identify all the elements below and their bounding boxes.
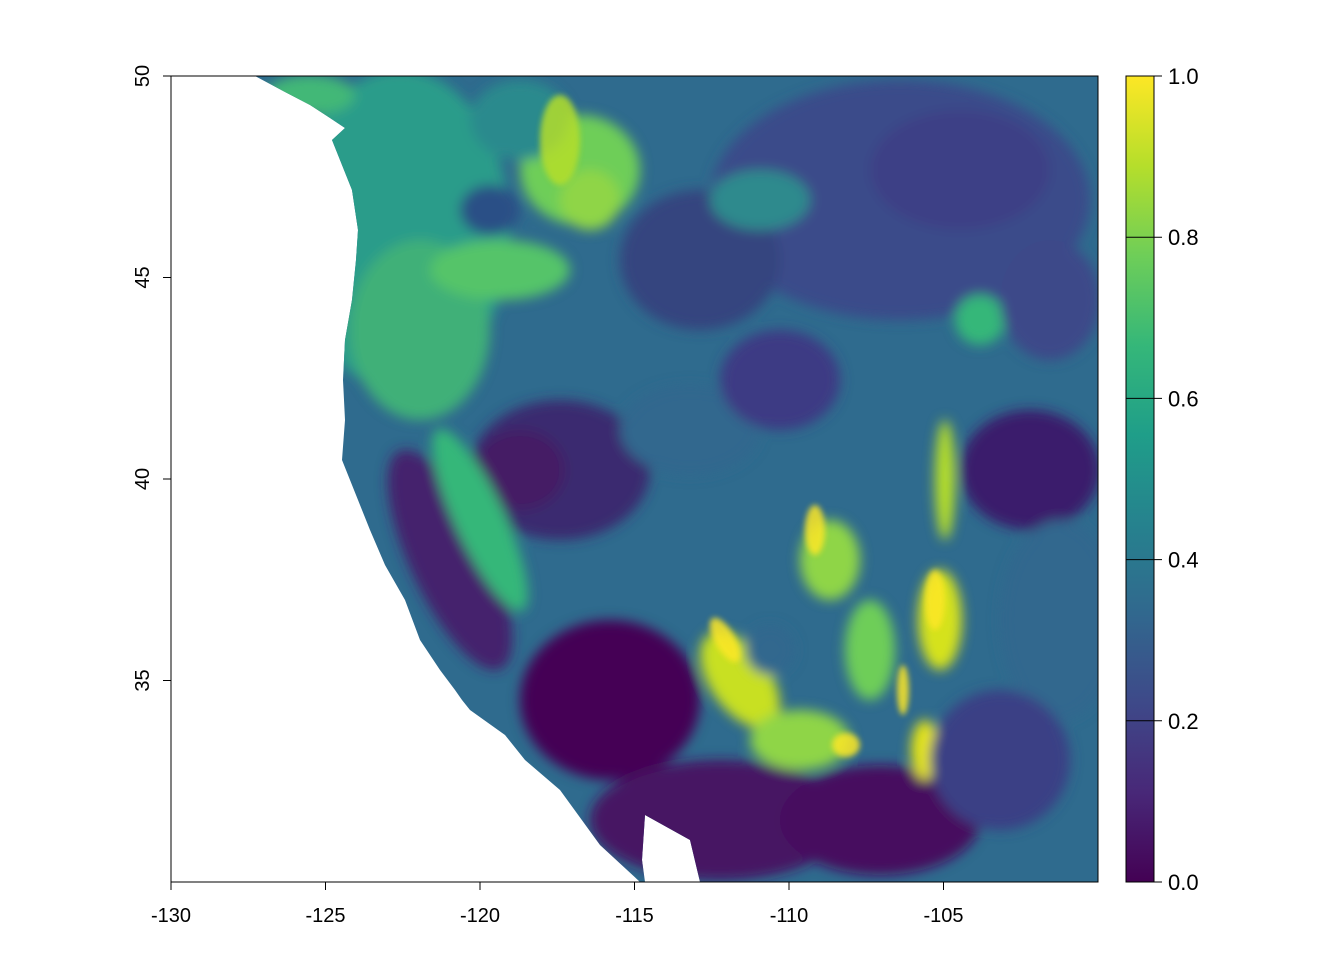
y-tick-label: 45 <box>132 266 154 288</box>
colorbar-ticks: 1.0 0.8 0.6 0.4 0.2 0.0 <box>1126 64 1199 895</box>
x-tick-label: -105 <box>923 905 963 927</box>
x-axis: -130 -125 -120 -115 -110 -105 <box>151 882 964 927</box>
land-raster <box>255 76 1098 882</box>
x-tick-label: -115 <box>615 905 654 927</box>
colorbar-tick-label: 0.4 <box>1168 548 1199 573</box>
colorbar-tick-label: 0.0 <box>1168 870 1199 895</box>
colorbar-tick-label: 0.6 <box>1168 386 1199 411</box>
x-tick-label: -120 <box>460 905 500 927</box>
colorbar-gradient <box>1125 75 1155 883</box>
y-tick-label: 35 <box>132 669 154 691</box>
y-tick-label: 50 <box>132 65 154 87</box>
y-tick-label: 40 <box>132 468 154 490</box>
colorbar-tick-label: 0.8 <box>1168 225 1199 250</box>
colorbar-tick-label: 1.0 <box>1168 64 1199 89</box>
raster-map <box>255 76 1098 882</box>
x-tick-label: -125 <box>305 905 345 927</box>
x-tick-label: -130 <box>151 905 191 927</box>
y-axis: 50 45 40 35 <box>132 65 171 692</box>
legend-colorbar: 1.0 0.8 0.6 0.4 0.2 0.0 <box>1125 64 1199 895</box>
x-tick-label: -110 <box>770 905 809 927</box>
colorbar-tick-label: 0.2 <box>1168 709 1199 734</box>
